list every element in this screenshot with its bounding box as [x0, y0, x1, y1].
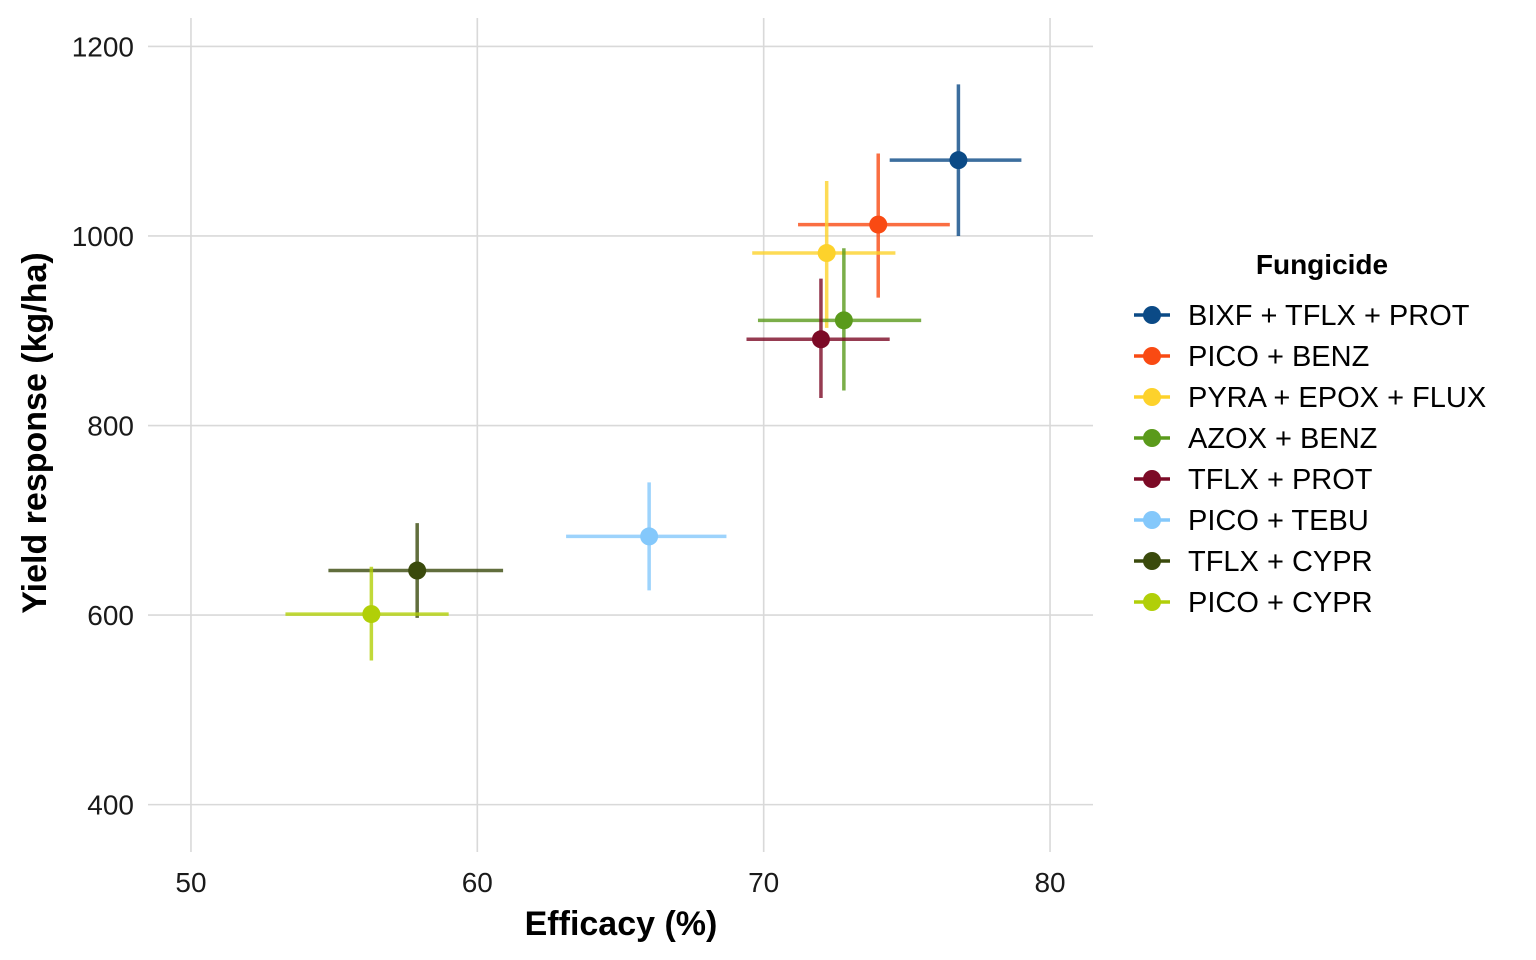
- legend-label-0: BIXF + TFLX + PROT: [1188, 300, 1470, 332]
- data-point-1: [869, 215, 888, 234]
- data-point-6: [408, 561, 427, 580]
- legend-item-7: PICO + CYPR: [1134, 587, 1373, 619]
- legend-label-1: PICO + BENZ: [1188, 341, 1369, 373]
- legend-title: Fungicide: [1256, 249, 1388, 280]
- y-tick-label-4: 1200: [72, 31, 134, 62]
- legend-item-3: AZOX + BENZ: [1134, 423, 1377, 455]
- data-marks: [285, 84, 1022, 661]
- y-tick-label-3: 1000: [72, 221, 134, 252]
- x-axis-ticks: 50 60 70 80: [175, 867, 1065, 898]
- y-tick-label-2: 800: [87, 411, 134, 442]
- data-point-7: [362, 605, 381, 624]
- data-point-5: [640, 527, 659, 546]
- legend-label-6: TFLX + CYPR: [1188, 546, 1373, 578]
- x-tick-label-0: 50: [175, 867, 206, 898]
- legend-item-6: TFLX + CYPR: [1134, 546, 1373, 578]
- legend-label-3: AZOX + BENZ: [1188, 423, 1377, 455]
- data-point-0: [949, 151, 968, 170]
- y-tick-label-1: 600: [87, 600, 134, 631]
- series-6: [328, 523, 504, 618]
- legend-item-5: PICO + TEBU: [1134, 505, 1369, 537]
- legend-key-dot-6: [1143, 552, 1161, 570]
- y-tick-label-0: 400: [87, 790, 134, 821]
- y-axis-title: Yield response (kg/ha): [16, 252, 54, 614]
- x-tick-label-2: 70: [748, 867, 779, 898]
- legend-item-2: PYRA + EPOX + FLUX: [1134, 382, 1486, 414]
- series-0: [889, 84, 1022, 236]
- x-tick-label-3: 80: [1034, 867, 1065, 898]
- legend-item-4: TFLX + PROT: [1134, 464, 1373, 496]
- legend-item-1: PICO + BENZ: [1134, 341, 1369, 373]
- legend-key-dot-2: [1143, 388, 1161, 406]
- legend-label-2: PYRA + EPOX + FLUX: [1188, 382, 1486, 414]
- grid: [148, 18, 1093, 852]
- series-7: [285, 566, 449, 661]
- legend-key-dot-5: [1143, 511, 1161, 529]
- legend-key-dot-4: [1143, 470, 1161, 488]
- legend: BIXF + TFLX + PROT PICO + BENZ PYRA + EPOX…: [1134, 300, 1486, 619]
- data-point-4: [811, 330, 830, 349]
- data-point-3: [834, 311, 853, 330]
- series-4: [746, 278, 890, 399]
- legend-label-7: PICO + CYPR: [1188, 587, 1373, 619]
- series-3: [757, 248, 922, 391]
- series-5: [566, 482, 727, 591]
- data-point-2: [817, 244, 836, 263]
- y-axis-ticks: 400 600 800 1000 1200: [72, 31, 134, 820]
- legend-item-0: BIXF + TFLX + PROT: [1134, 300, 1470, 332]
- legend-label-4: TFLX + PROT: [1188, 464, 1373, 496]
- series-1: [798, 153, 950, 298]
- series-2: [752, 181, 896, 328]
- x-tick-label-1: 60: [462, 867, 493, 898]
- legend-key-dot-7: [1143, 593, 1161, 611]
- legend-label-5: PICO + TEBU: [1188, 505, 1369, 537]
- x-axis-title: Efficacy (%): [525, 905, 718, 943]
- legend-key-dot-3: [1143, 429, 1161, 447]
- legend-key-dot-0: [1143, 306, 1161, 324]
- legend-key-dot-1: [1143, 347, 1161, 365]
